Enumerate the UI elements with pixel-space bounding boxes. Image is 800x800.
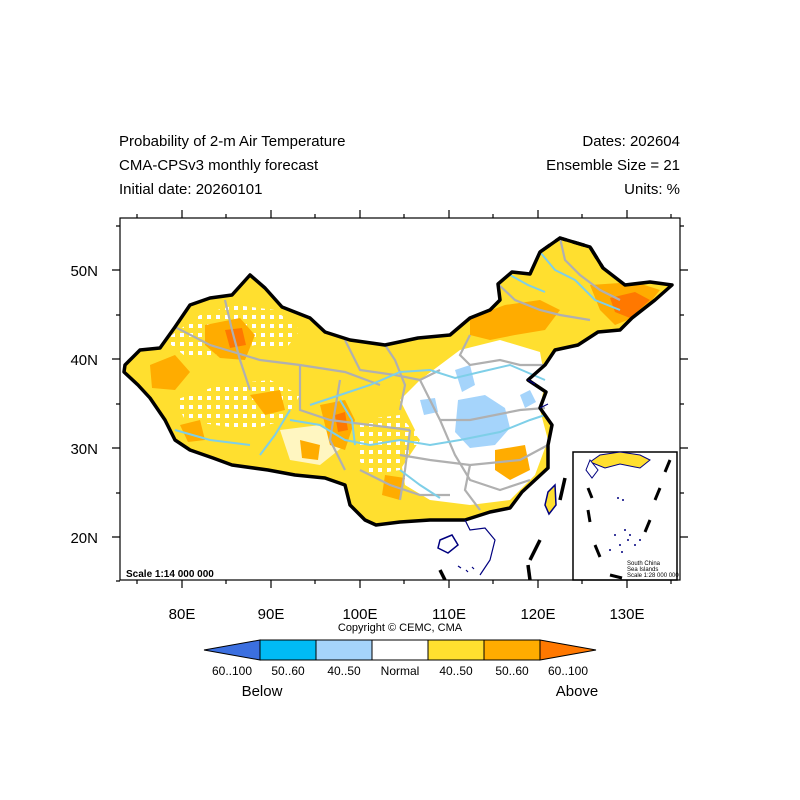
x-tick-label: 110E [432, 606, 466, 623]
copyright-label: Copyright © CEMC, CMA [338, 622, 463, 634]
title-line-2: CMA-CPSv3 monthly forecast [119, 157, 319, 174]
colorbar-swatch-below-60-100 [203, 639, 261, 661]
x-tick-label: 120E [520, 606, 555, 623]
y-axis-labels: 20N 30N 40N 50N [70, 263, 98, 547]
x-axis-labels: 80E 90E 100E 110E 120E 130E [169, 606, 645, 623]
y-tick-label: 30N [70, 441, 98, 458]
colorbar-label: 60..100 [548, 664, 588, 678]
colorbar-label: 60..100 [212, 664, 252, 678]
title-line-3: Initial date: 20260101 [119, 181, 263, 198]
below-label: Below [242, 683, 283, 700]
title-line-1: Probability of 2-m Air Temperature [119, 133, 346, 150]
hainan-island [437, 534, 459, 554]
colorbar-swatch-above-60-100 [539, 639, 597, 661]
inset-scale-label: Scale 1:28 000 000 [627, 573, 679, 579]
taiwan-island [544, 483, 557, 516]
y-tick-label: 20N [70, 530, 98, 547]
x-tick-label: 130E [609, 606, 644, 623]
colorbar-label: 50..60 [271, 664, 305, 678]
rivers [174, 251, 621, 499]
ensemble-size-label: Ensemble Size = 21 [546, 157, 680, 174]
colorbar: 60..100 50..60 40..50 Normal 40..50 50..… [203, 639, 599, 700]
map-border [119, 217, 681, 581]
y-tick-label: 50N [70, 263, 98, 280]
units-label: Units: % [624, 181, 680, 198]
dashed-border [538, 236, 605, 269]
map-scale-label: Scale 1:14 000 000 [126, 569, 214, 580]
national-border [122, 236, 674, 527]
axis-ticks [112, 210, 688, 588]
colorbar-swatch-below-50-60 [259, 639, 317, 661]
colorbar-label: Normal [381, 664, 420, 678]
x-tick-label: 90E [258, 606, 285, 623]
coastline [457, 379, 549, 576]
y-tick-label: 40N [70, 352, 98, 369]
inset-map: South China Sea Islands Scale 1:28 000 0… [572, 451, 679, 581]
colorbar-swatch-above-40-50 [427, 639, 485, 661]
inset-label-line1: South China [627, 561, 661, 567]
colorbar-label: 50..60 [495, 664, 529, 678]
colorbar-label: 40..50 [439, 664, 473, 678]
dates-label: Dates: 202604 [582, 133, 680, 150]
colorbar-swatch-above-50-60 [483, 639, 541, 661]
colorbar-swatch-below-40-50 [315, 639, 373, 661]
dash-line [438, 477, 567, 580]
colorbar-label: 40..50 [327, 664, 361, 678]
province-boundaries [174, 237, 621, 511]
x-tick-label: 100E [342, 606, 377, 623]
colorbar-swatch-normal [371, 639, 429, 661]
x-tick-label: 80E [169, 606, 196, 623]
inset-label-line2: Sea Islands [627, 567, 658, 573]
above-label: Above [556, 683, 599, 700]
